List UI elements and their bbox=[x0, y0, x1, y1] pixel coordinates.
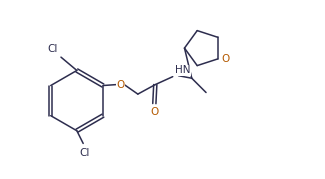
Text: O: O bbox=[150, 107, 159, 117]
Text: O: O bbox=[116, 80, 124, 90]
Text: O: O bbox=[221, 54, 229, 64]
Text: Cl: Cl bbox=[47, 44, 58, 54]
Text: HN: HN bbox=[175, 65, 191, 75]
Text: Cl: Cl bbox=[80, 147, 90, 158]
